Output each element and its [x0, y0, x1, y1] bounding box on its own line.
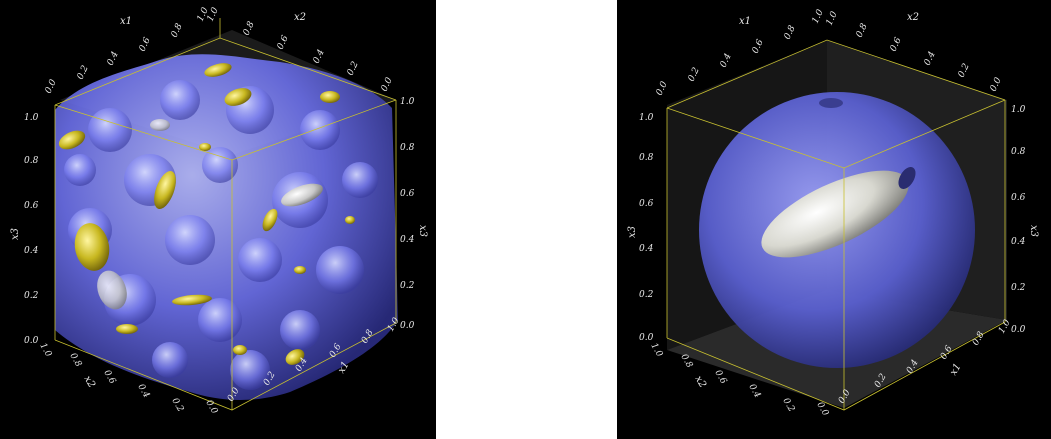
tick-label: 0.4 — [312, 48, 327, 65]
x3-axis-label-right: x3 — [417, 225, 428, 237]
tick-label: 0.6 — [24, 201, 39, 211]
x1-axis-label-top: x1 — [120, 16, 132, 27]
tick-label: 0.8 — [400, 143, 415, 153]
tick-label: 0.4 — [1011, 237, 1026, 247]
tick-label: 0.2 — [24, 291, 39, 301]
disk-shadow — [898, 167, 916, 189]
left-x3-ticks: 1.0 0.8 0.6 0.4 0.2 0.0 — [639, 113, 654, 343]
tick-label: 1.0 — [825, 10, 840, 27]
tick-label: 0.2 — [346, 60, 361, 77]
tick-label: 0.6 — [276, 34, 291, 51]
tick-label: 0.6 — [712, 369, 728, 387]
tick-label: 0.8 — [639, 153, 654, 163]
silver-ellipsoid-particles — [97, 119, 323, 310]
tick-label: 0.2 — [76, 64, 91, 81]
tick-label: 1.0 — [639, 113, 654, 123]
left-x3-ticks: 1.0 0.8 0.6 0.4 0.2 0.0 — [24, 113, 39, 346]
sphere-shadow-spot — [819, 98, 843, 108]
tick-label: 0.0 — [655, 80, 670, 97]
x2-axis-label-top: x2 — [907, 12, 919, 23]
x1-axis-label-bottom: x1 — [948, 362, 964, 378]
x2-axis-label-bottom: x2 — [81, 374, 97, 390]
tick-label: 0.6 — [101, 369, 117, 387]
tick-label: 0.0 — [380, 76, 395, 93]
tick-label: 0.8 — [855, 22, 870, 39]
right-x3-ticks: 1.0 0.8 0.6 0.4 0.2 0.0 — [400, 97, 415, 331]
x1-axis-label-top: x1 — [739, 16, 751, 27]
tick-label: 0.8 — [1011, 147, 1026, 157]
tick-label: 0.0 — [639, 333, 654, 343]
tick-label: 0.2 — [639, 290, 654, 300]
tick-label: 0.4 — [746, 383, 762, 401]
tick-label: 0.0 — [1011, 325, 1026, 335]
tick-label: 0.8 — [170, 22, 185, 39]
tick-label: 0.2 — [1011, 283, 1026, 293]
tick-label: 0.4 — [135, 383, 151, 401]
tick-label: 1.0 — [400, 97, 415, 107]
cube-wireframe — [666, 39, 1006, 411]
tick-label: 0.0 — [203, 399, 219, 417]
silver-ellipsoid-disk — [761, 170, 909, 258]
right-volume-render-panel: 0.0 0.2 0.4 0.6 0.8 1.0 1.0 0.8 0.6 0.4 … — [617, 0, 1051, 439]
tick-label: 0.0 — [989, 76, 1004, 93]
x2-axis-label-bottom: x2 — [692, 374, 708, 390]
tick-label: 0.8 — [783, 24, 798, 41]
tick-label: 0.2 — [687, 66, 702, 83]
tick-label: 0.6 — [1011, 193, 1026, 203]
tick-label: 0.4 — [24, 246, 39, 256]
tick-label: 0.2 — [780, 397, 796, 415]
left-volume-render: 0.0 0.2 0.4 0.6 0.8 1.0 1.0 0.8 0.6 0.4 … — [10, 6, 428, 417]
x2-axis-label-top: x2 — [294, 12, 306, 23]
x1-axis-label-bottom: x1 — [336, 360, 352, 376]
x3-axis-label-left: x3 — [10, 228, 21, 240]
tick-label: 0.2 — [169, 397, 185, 415]
tick-label: 0.0 — [400, 321, 415, 331]
tick-label: 0.8 — [242, 20, 257, 37]
tick-label: 1.0 — [811, 8, 826, 25]
tick-label: 1.0 — [24, 113, 39, 123]
tick-label: 1.0 — [648, 342, 664, 360]
tick-label: 0.6 — [400, 189, 415, 199]
gold-ellipsoid-particles — [58, 63, 355, 365]
x3-axis-label-left: x3 — [627, 226, 638, 238]
tick-label: 0.4 — [923, 50, 938, 67]
x3-axis-label-right: x3 — [1028, 225, 1039, 237]
tick-label: 0.4 — [400, 235, 415, 245]
left-volume-render-panel: 0.0 0.2 0.4 0.6 0.8 1.0 1.0 0.8 0.6 0.4 … — [0, 0, 436, 439]
tick-label: 0.2 — [400, 281, 415, 291]
blue-volume-surface — [55, 54, 398, 400]
tick-label: 0.2 — [957, 62, 972, 79]
tick-label: 0.6 — [138, 36, 153, 53]
tick-label: 0.0 — [44, 78, 59, 95]
tick-label: 0.6 — [751, 38, 766, 55]
right-volume-render: 0.0 0.2 0.4 0.6 0.8 1.0 1.0 0.8 0.6 0.4 … — [627, 8, 1039, 418]
tick-label: 0.8 — [24, 156, 39, 166]
right-x3-ticks: 1.0 0.8 0.6 0.4 0.2 0.0 — [1011, 105, 1026, 335]
tick-label: 0.4 — [106, 50, 121, 67]
tick-label: 0.4 — [719, 52, 734, 69]
tick-label: 1.0 — [37, 342, 53, 360]
cube-wireframe — [54, 18, 397, 411]
tick-label: 0.8 — [67, 352, 83, 370]
tick-label: 0.4 — [639, 244, 654, 254]
tick-label: 1.0 — [1011, 105, 1026, 115]
tick-label: 0.6 — [639, 199, 654, 209]
tick-label: 0.0 — [24, 336, 39, 346]
tick-label: 0.6 — [889, 36, 904, 53]
